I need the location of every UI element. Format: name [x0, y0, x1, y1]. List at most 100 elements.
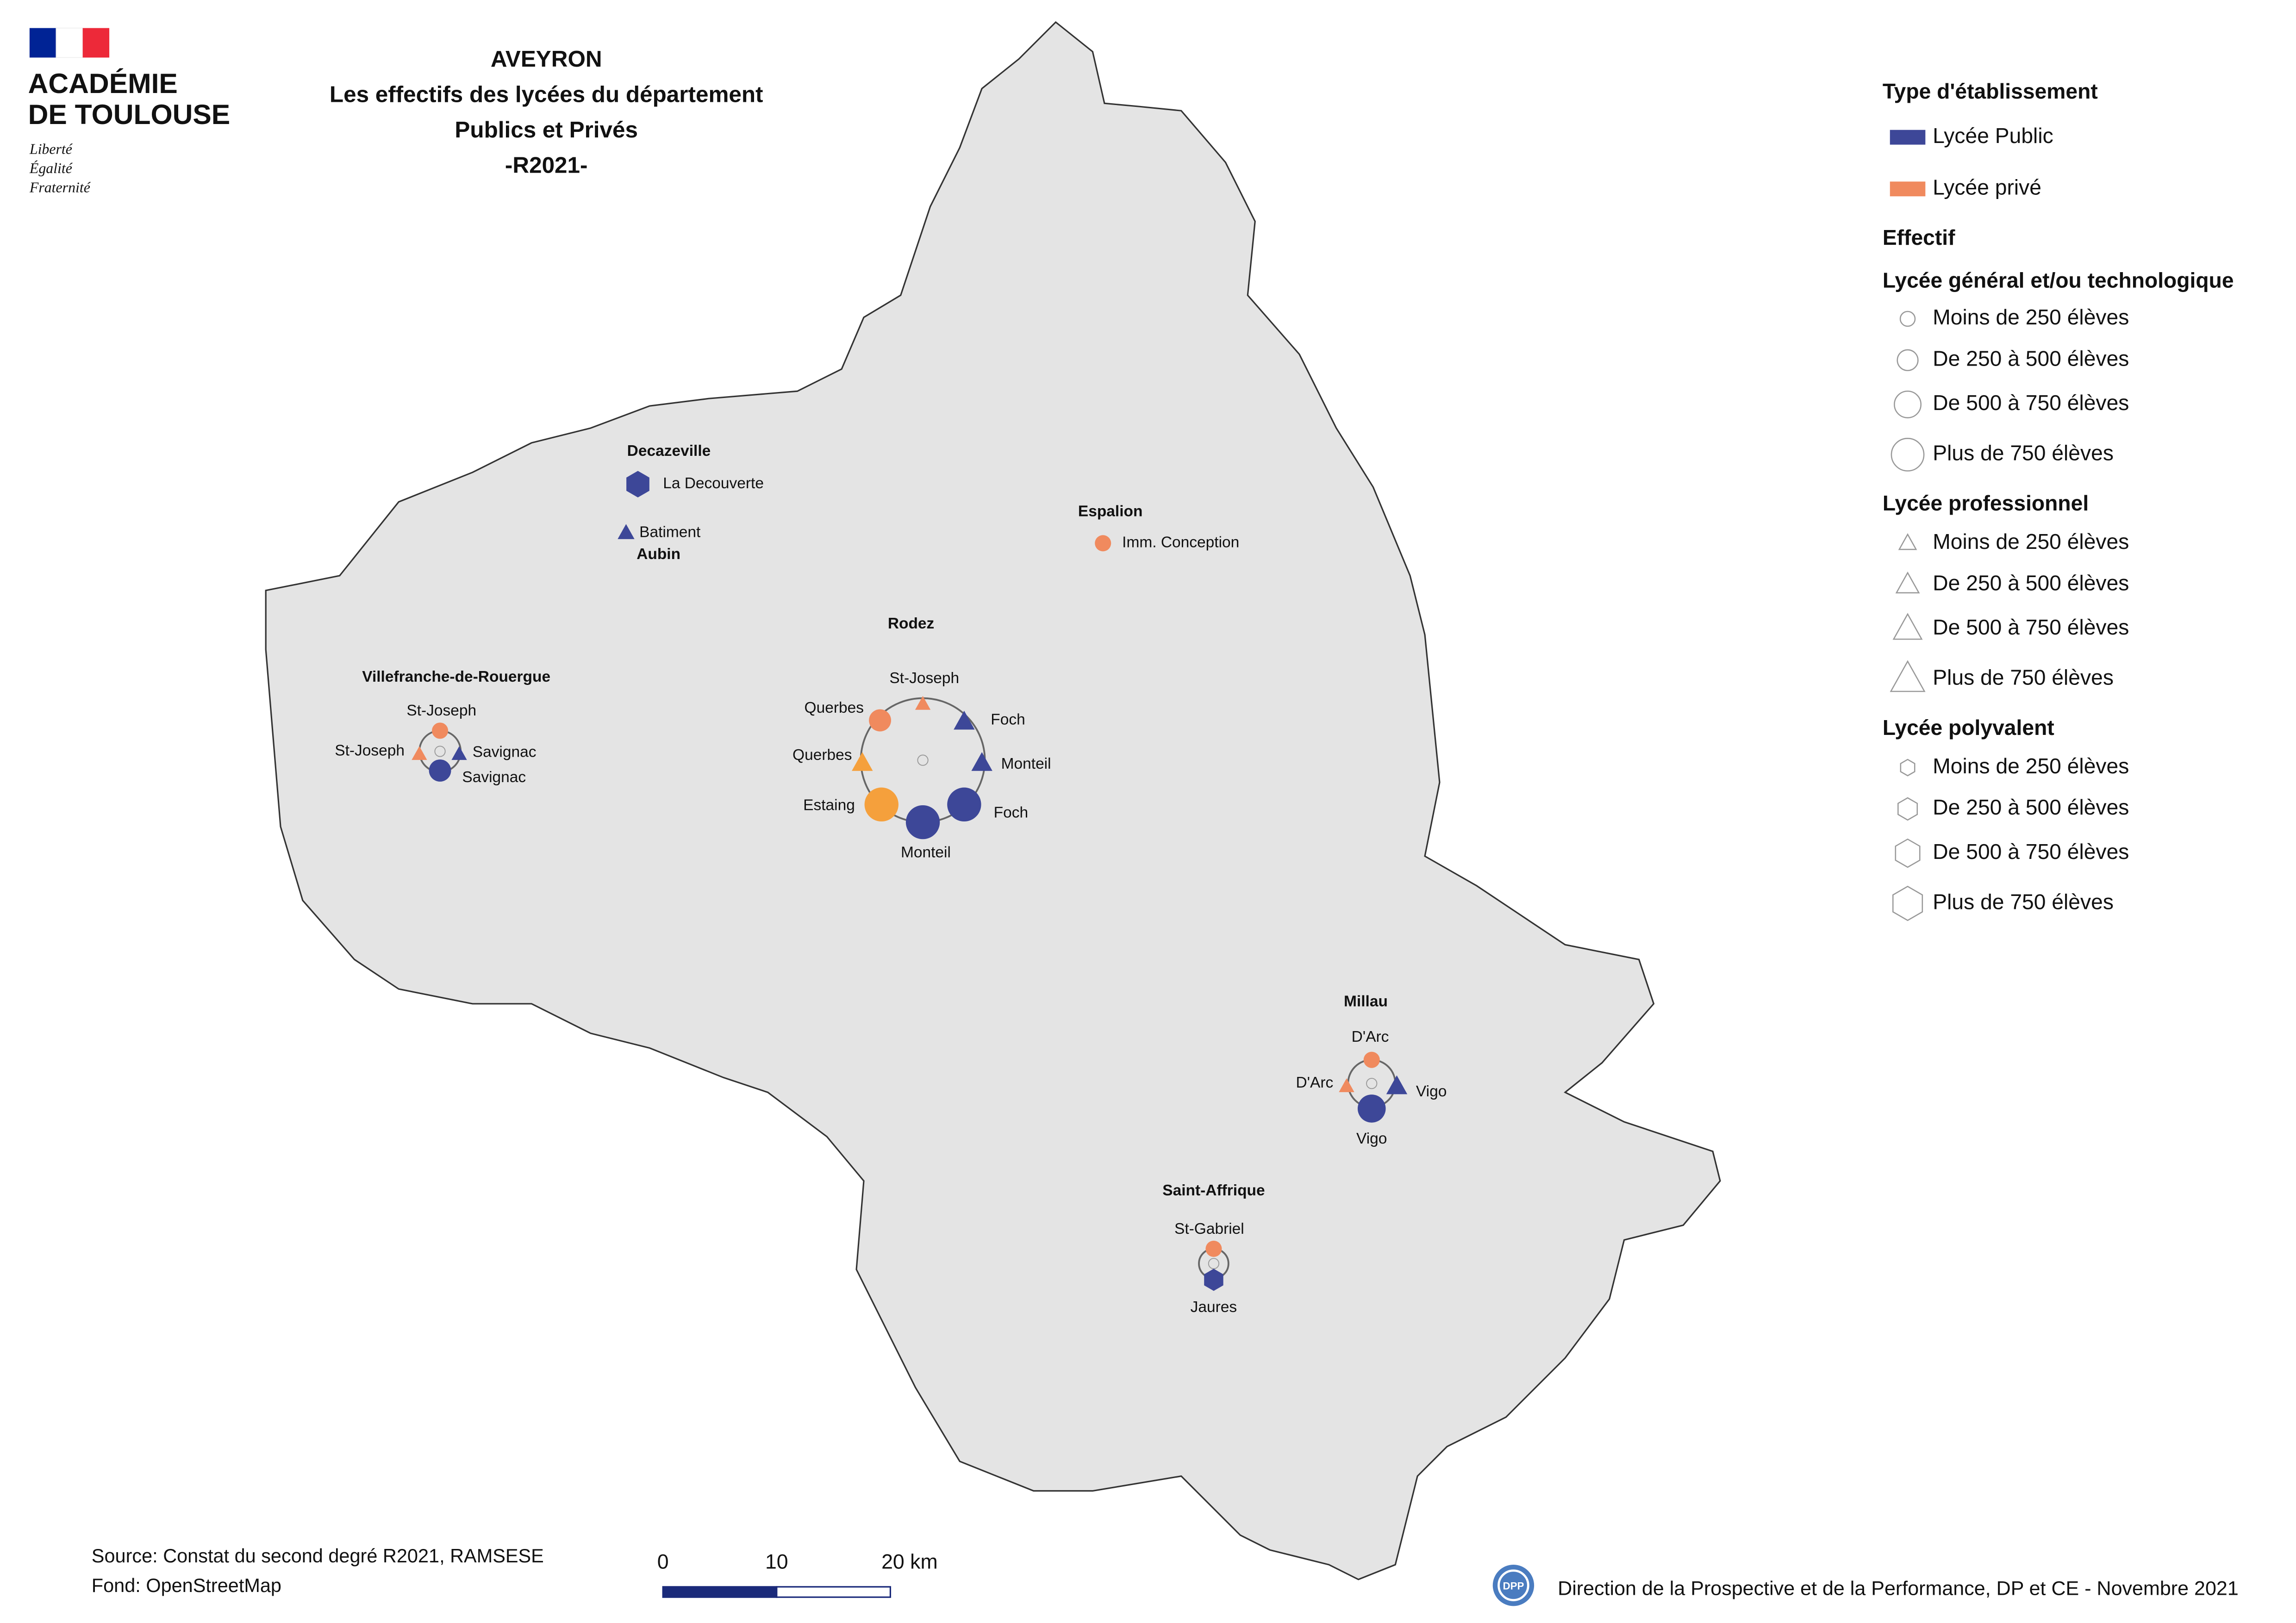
legend-item: De 500 à 750 élèves [1933, 391, 2129, 415]
legend-item: Moins de 250 élèves [1933, 305, 2129, 329]
logo-line: DE TOULOUSE [28, 99, 231, 130]
scale-label: 0 [657, 1551, 669, 1573]
legend-swatch [1890, 181, 1926, 197]
scale-label: 20 km [881, 1551, 938, 1573]
school-symbol [852, 752, 873, 771]
credit: Direction de la Prospective et de la Per… [1558, 1578, 2239, 1600]
school-symbol [1363, 1051, 1380, 1068]
dpp-logo-ring [1497, 1569, 1529, 1601]
cluster-center [917, 754, 929, 766]
legend-symbol [1895, 571, 1920, 594]
school-symbol [971, 752, 992, 771]
school-name: Estaing [803, 796, 855, 814]
school-symbol [626, 471, 649, 497]
flag-red [82, 28, 110, 58]
legend-item: Lycée Public [1933, 124, 2053, 148]
school-name: D'Arc [1352, 1028, 1389, 1045]
school-symbol [451, 746, 467, 760]
legend-symbol [1890, 438, 1925, 472]
school-symbol [915, 696, 931, 710]
town-name: Rodez [888, 615, 934, 632]
dpp-logo-text: DPP [1503, 1580, 1524, 1592]
school-symbol [618, 524, 635, 539]
legend-symbol [1899, 311, 1916, 327]
flag-blue [29, 28, 56, 58]
town-name: Millau [1344, 993, 1388, 1010]
logo-line: ACADÉMIE [28, 68, 178, 99]
legend-item: De 500 à 750 élèves [1933, 615, 2129, 639]
school-name: St-Joseph [335, 742, 405, 759]
legend-symbol [1890, 660, 1926, 692]
school-name: Savignac [462, 769, 526, 786]
school-symbol [412, 746, 427, 760]
school-name: Vigo [1416, 1083, 1447, 1100]
legend-heading: Lycée général et/ou technologique [1883, 268, 2234, 292]
legend-heading: Effectif [1883, 225, 1955, 249]
school-name: La Decouverte [663, 475, 764, 492]
school-name: Jaures [1191, 1299, 1237, 1316]
school-symbol [869, 709, 892, 732]
motto: Fraternité [29, 180, 91, 196]
school-symbol [1357, 1094, 1386, 1123]
school-symbol [1205, 1240, 1222, 1257]
school-name: Querbes [792, 746, 852, 764]
legend-symbol [1894, 390, 1922, 418]
school-name: Monteil [1001, 755, 1051, 772]
school-name: St-Joseph [889, 670, 959, 687]
school-name: St-Gabriel [1174, 1220, 1244, 1237]
department-outline [265, 21, 1721, 1580]
school-symbol [432, 722, 449, 739]
title: AVEYRON [491, 46, 602, 72]
school-name: Monteil [901, 844, 951, 861]
school-symbol [905, 805, 940, 839]
scale-label: 10 [765, 1551, 788, 1573]
scale-segment [662, 1586, 778, 1598]
motto: Liberté [29, 141, 73, 157]
legend-item: De 500 à 750 élèves [1933, 839, 2129, 864]
town-name: Aubin [636, 546, 680, 563]
legend-item: Moins de 250 élèves [1933, 529, 2129, 553]
school-symbol [1095, 535, 1111, 552]
school-name: St-Joseph [406, 702, 476, 719]
town-name: Decazeville [627, 442, 711, 460]
legend-item: Plus de 750 élèves [1933, 665, 2114, 689]
town-name: Saint-Affrique [1162, 1182, 1265, 1199]
town-name: Espalion [1078, 503, 1143, 520]
cluster-center [434, 746, 446, 757]
school-symbol [429, 759, 451, 782]
school-symbol [947, 787, 981, 822]
school-name: Savignac [473, 744, 537, 761]
school-name: Imm. Conception [1122, 534, 1239, 551]
legend-item: Moins de 250 élèves [1933, 754, 2129, 778]
legend-symbol [1892, 613, 1923, 640]
school-symbol [1386, 1075, 1408, 1094]
legend-symbol [1900, 759, 1915, 777]
school-symbol [1204, 1269, 1223, 1291]
school-symbol [864, 787, 898, 822]
school-name: Vigo [1356, 1130, 1387, 1147]
scale-segment [776, 1586, 892, 1598]
legend-heading: Type d'établissement [1883, 79, 2098, 103]
title: Les effectifs des lycées du département [330, 81, 763, 107]
title: -R2021- [505, 152, 588, 178]
legend-item: De 250 à 500 élèves [1933, 795, 2129, 819]
legend-item: Plus de 750 élèves [1933, 441, 2114, 465]
legend-heading: Lycée professionnel [1883, 491, 2089, 515]
school-name: D'Arc [1296, 1074, 1333, 1091]
school-symbol [1339, 1078, 1354, 1092]
motto: Égalité [29, 160, 73, 176]
title: Publics et Privés [455, 117, 638, 143]
cluster-center [1366, 1078, 1378, 1089]
town-name: Villefranche-de-Rouergue [362, 668, 550, 685]
school-name: Foch [994, 804, 1028, 821]
legend-symbol [1897, 349, 1919, 371]
school-name: Foch [991, 711, 1025, 728]
legend-item: De 250 à 500 élèves [1933, 571, 2129, 595]
flag-white [56, 27, 83, 58]
school-name: Querbes [805, 699, 864, 716]
school-symbol [954, 710, 975, 730]
legend-item: Lycée privé [1933, 175, 2041, 199]
school-name: Batiment [639, 523, 701, 541]
